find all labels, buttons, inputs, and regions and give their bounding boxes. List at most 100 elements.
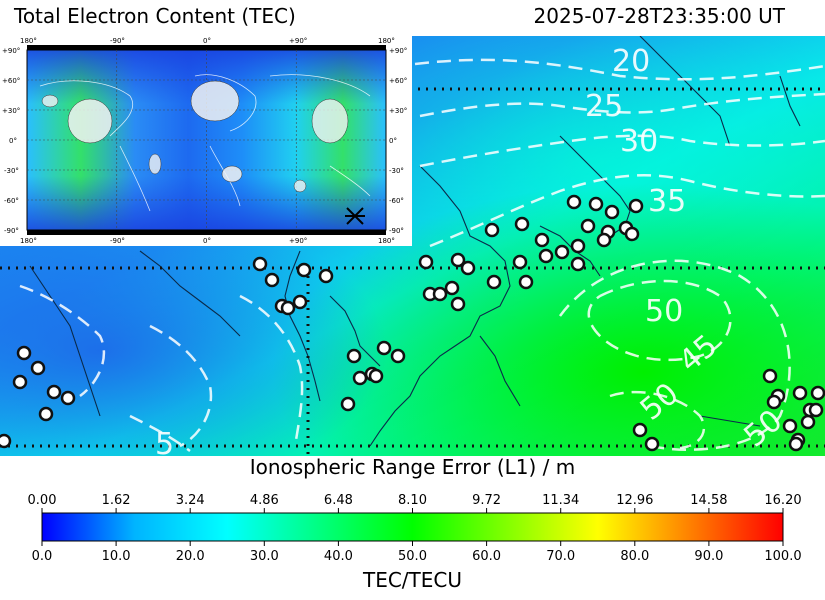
colorbar-gradient xyxy=(41,512,784,542)
coastlines xyxy=(29,36,801,447)
gnss-station-marker xyxy=(280,300,296,316)
colorbar-top-tick-label: 4.86 xyxy=(250,493,279,508)
colorbar-top-tick-label: 1.62 xyxy=(102,493,131,508)
gnss-stations xyxy=(0,194,825,452)
gnss-station-marker xyxy=(60,390,76,406)
gnss-station-marker xyxy=(264,272,280,288)
colorbar-top-ticks: 0.00 1.62 3.24 4.86 6.48 8.10 9.72 11.34 12.96 14… xyxy=(28,493,802,513)
dlr-logo xyxy=(345,207,365,225)
gnss-station-marker xyxy=(518,274,534,290)
gnss-station-marker xyxy=(460,260,476,276)
inset-lat-right-5: -60° xyxy=(389,197,404,205)
gnss-station-marker xyxy=(368,368,384,384)
inset-lat-right-0: +90° xyxy=(389,47,407,55)
gnss-station-marker xyxy=(444,280,460,296)
gnss-station-marker xyxy=(766,394,782,410)
inset-lat-left-2: +30° xyxy=(2,107,20,115)
inset-lon-top-1: -90° xyxy=(110,37,125,45)
gnss-station-marker xyxy=(340,396,356,412)
gnss-station-marker xyxy=(632,422,648,438)
contour-label-35: 35 xyxy=(648,184,686,219)
inset-lat-right-1: +60° xyxy=(389,77,407,85)
colorbar-top-tick-label: 11.34 xyxy=(542,493,579,508)
gnss-station-marker xyxy=(30,360,46,376)
gnss-station-marker xyxy=(292,294,308,310)
inset-lon-top-2: 0° xyxy=(203,37,211,45)
contour-label-30: 30 xyxy=(620,124,658,159)
inset-lon-top-0: 180° xyxy=(20,37,37,45)
gnss-station-marker xyxy=(596,232,612,248)
gnss-station-marker xyxy=(762,368,778,384)
gnss-station-marker xyxy=(376,340,392,356)
gnss-station-marker xyxy=(788,436,804,452)
inset-station-clusters xyxy=(41,80,349,193)
gnss-station-marker xyxy=(628,198,644,214)
inset-lat-right-4: -30° xyxy=(389,167,404,175)
gnss-station-marker xyxy=(570,238,586,254)
contour-label-25: 25 xyxy=(585,89,623,124)
colorbar-bottom-tick-label: 20.0 xyxy=(176,549,205,564)
colorbar-top-tick-label: 0.00 xyxy=(28,493,57,508)
inset-lat-left-0: +90° xyxy=(2,47,20,55)
gnss-station-marker xyxy=(296,262,312,278)
colorbar-bottom-tick-label: 70.0 xyxy=(546,549,575,564)
inset-lat-left-5: -60° xyxy=(4,197,19,205)
colorbar-top-tick-label: 16.20 xyxy=(764,493,801,508)
inset-lat-left-3: 0° xyxy=(9,137,17,145)
colorbar-top-tick-label: 9.72 xyxy=(472,493,501,508)
gnss-station-marker xyxy=(486,274,502,290)
gnss-station-marker xyxy=(484,222,500,238)
colorbar-bottom-tick-label: 100.0 xyxy=(764,549,801,564)
inset-lat-right-3: 0° xyxy=(389,137,397,145)
gnss-station-marker xyxy=(570,256,586,272)
colorbar-bottom-tick-label: 80.0 xyxy=(620,549,649,564)
inset-lat-left-6: -90° xyxy=(4,227,19,235)
global-inset-map: 180° -90° 0° +90° 180° 180° -90° 0° +90°… xyxy=(0,36,412,246)
colorbar-unit-label: TEC/TECU xyxy=(362,568,462,592)
gnss-station-marker xyxy=(514,216,530,232)
inset-lon-bottom-1: -90° xyxy=(110,237,125,245)
colorbar-top-tick-label: 8.10 xyxy=(398,493,427,508)
colorbar-top-tick-label: 14.58 xyxy=(690,493,727,508)
gnss-station-marker xyxy=(534,232,550,248)
gnss-station-marker xyxy=(390,348,406,364)
gnss-station-marker xyxy=(252,256,268,272)
contour-label-20: 20 xyxy=(612,44,650,79)
graticule xyxy=(0,87,825,456)
gnss-station-marker xyxy=(450,252,466,268)
gnss-station-marker xyxy=(782,418,798,434)
colorbar-bottom-tick-label: 90.0 xyxy=(694,549,723,564)
inset-lon-top-4: 180° xyxy=(378,37,395,45)
colorbar-top-title: Ionospheric Range Error (L1) / m xyxy=(249,455,576,479)
gnss-station-marker xyxy=(566,194,582,210)
gnss-station-marker xyxy=(538,248,554,264)
map-title: Total Electron Content (TEC) xyxy=(14,4,296,28)
gnss-station-marker xyxy=(318,268,334,284)
map-timestamp: 2025-07-28T23:35:00 UT xyxy=(533,4,785,28)
gnss-station-marker xyxy=(346,348,362,364)
gnss-station-marker xyxy=(808,402,824,418)
colorbar: 0.00 1.62 3.24 4.86 6.48 8.10 9.72 11.34 12.96 14… xyxy=(28,493,802,564)
inset-lat-right-6: -90° xyxy=(389,227,404,235)
inset-lon-bottom-0: 180° xyxy=(20,237,37,245)
gnss-station-marker xyxy=(0,433,12,449)
gnss-station-marker xyxy=(800,414,816,430)
colorbar-bottom-tick-label: 0.0 xyxy=(32,549,53,564)
gnss-station-marker xyxy=(12,374,28,390)
gnss-station-marker xyxy=(512,254,528,270)
colorbar-top-tick-label: 12.96 xyxy=(616,493,653,508)
inset-lon-top-3: +90° xyxy=(289,37,307,45)
inset-lon-bottom-4: 180° xyxy=(378,237,395,245)
gnss-station-marker xyxy=(16,345,32,361)
colorbar-top-tick-label: 6.48 xyxy=(324,493,353,508)
gnss-station-marker xyxy=(38,406,54,422)
colorbar-bottom-ticks: 0.0 10.0 20.0 30.0 40.0 50.0 60.0 70.0 80.0 90.0 1… xyxy=(32,541,802,564)
inset-lon-bottom-3: +90° xyxy=(289,237,307,245)
main-tec-map: 20 25 30 35 50 45 50 50 5 xyxy=(0,36,825,456)
inset-lat-right-2: +30° xyxy=(389,107,407,115)
gnss-station-marker xyxy=(418,254,434,270)
colorbar-bottom-tick-label: 10.0 xyxy=(102,549,131,564)
gnss-station-marker xyxy=(644,436,660,452)
tec-contours xyxy=(19,58,825,453)
inset-lat-left-1: +60° xyxy=(2,77,20,85)
